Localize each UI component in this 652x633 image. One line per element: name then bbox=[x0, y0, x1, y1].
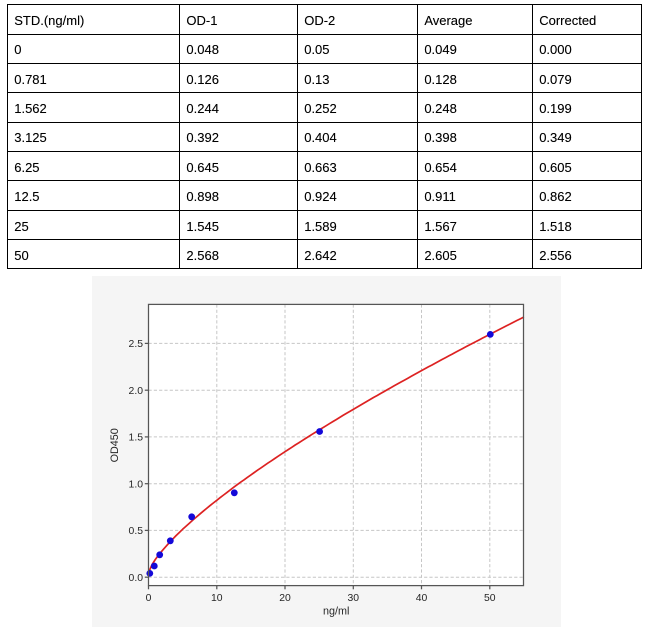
svg-text:2.5: 2.5 bbox=[129, 339, 144, 350]
svg-text:1.5: 1.5 bbox=[129, 433, 144, 444]
svg-text:20: 20 bbox=[279, 593, 291, 604]
svg-text:40: 40 bbox=[416, 593, 428, 604]
svg-text:10: 10 bbox=[211, 593, 223, 604]
svg-text:1.0: 1.0 bbox=[129, 479, 144, 490]
svg-text:30: 30 bbox=[348, 593, 360, 604]
svg-text:50: 50 bbox=[484, 593, 496, 604]
svg-text:OD450: OD450 bbox=[109, 428, 121, 462]
svg-text:ng/ml: ng/ml bbox=[323, 605, 349, 617]
svg-text:0.5: 0.5 bbox=[129, 526, 144, 537]
svg-text:0.0: 0.0 bbox=[129, 573, 144, 584]
svg-text:0: 0 bbox=[146, 593, 152, 604]
svg-text:2.0: 2.0 bbox=[129, 386, 144, 397]
